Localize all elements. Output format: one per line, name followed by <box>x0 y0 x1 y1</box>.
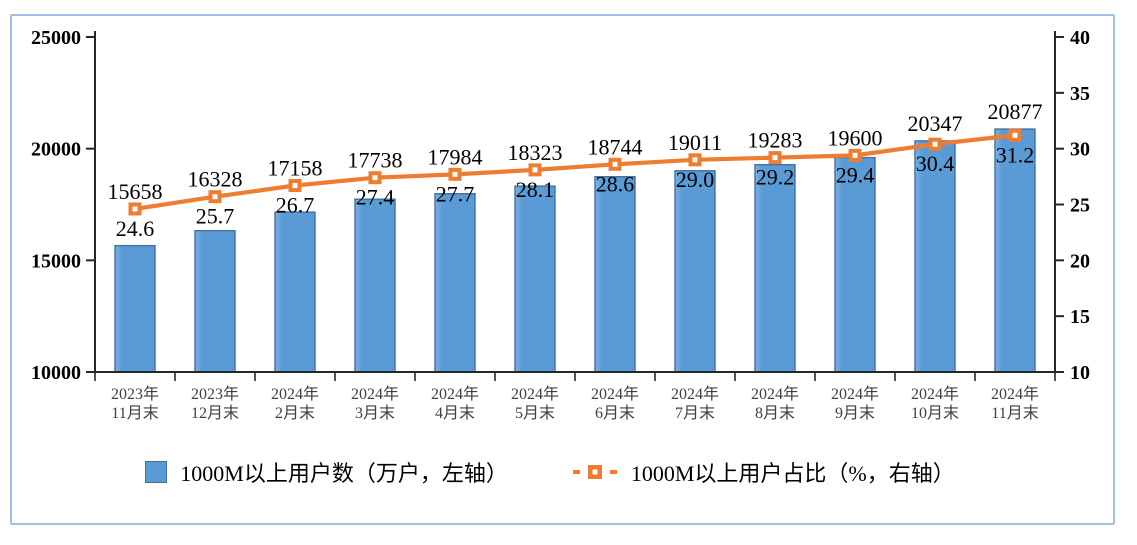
left-axis-tick-label: 10000 <box>31 362 81 384</box>
line-marker-center <box>372 175 378 181</box>
right-axis-tick-label: 15 <box>1070 306 1090 328</box>
bar <box>274 211 316 373</box>
right-axis-tick-label: 35 <box>1070 83 1090 105</box>
bar-value-label: 17984 <box>428 144 483 169</box>
percent-value-label: 27.7 <box>436 181 475 206</box>
bar <box>914 140 956 373</box>
bar <box>114 244 156 373</box>
bar-value-label: 16328 <box>188 167 243 192</box>
category-label: 2024年 7月末 <box>671 385 719 422</box>
bar <box>434 192 476 373</box>
bar-value-label: 15658 <box>108 179 163 204</box>
category-label: 2024年 6月末 <box>591 385 639 422</box>
bar <box>194 229 236 373</box>
bar <box>354 198 396 373</box>
legend-item-bar-series: 1000M以上用户数（万户，左轴） <box>145 456 508 488</box>
line-series-marker-icon <box>572 465 617 479</box>
category-label: 2024年 9月末 <box>831 385 879 422</box>
category-label: 2024年 8月末 <box>751 385 799 422</box>
line-series-legend-label: 1000M以上用户占比（%，右轴） <box>630 461 955 486</box>
bar <box>754 163 796 373</box>
line-marker-center <box>772 155 778 161</box>
bar-series-legend-label: 1000M以上用户数（万户，左轴） <box>180 461 508 486</box>
percent-value-label: 24.6 <box>116 216 155 241</box>
bar-value-label: 17158 <box>268 156 323 181</box>
category-label: 2024年 2月末 <box>271 385 319 422</box>
line-marker-center <box>692 157 698 163</box>
bar <box>514 185 556 373</box>
bar <box>674 170 716 373</box>
category-label: 2024年 11月末 <box>991 385 1039 422</box>
bar-value-label: 18323 <box>508 140 563 165</box>
percent-value-label: 31.2 <box>996 142 1035 167</box>
line-marker-center <box>212 194 218 200</box>
right-axis-tick-label: 10 <box>1070 362 1090 384</box>
percent-value-label: 29.0 <box>676 167 715 192</box>
percent-value-label: 27.4 <box>356 185 395 210</box>
line-marker-center <box>132 206 138 212</box>
right-axis-tick-label: 40 <box>1070 27 1090 49</box>
right-axis-tick-label: 30 <box>1070 139 1090 161</box>
bar-value-label: 20347 <box>908 111 963 136</box>
bar-series-swatch-icon <box>145 461 168 483</box>
bar-value-label: 18744 <box>588 134 643 159</box>
percent-value-label: 30.4 <box>916 151 955 176</box>
right-axis-tick-label: 25 <box>1070 195 1090 217</box>
bar-value-label: 19011 <box>668 130 722 155</box>
percent-value-label: 29.2 <box>756 165 795 190</box>
category-label: 2024年 10月末 <box>911 385 959 422</box>
bar-value-label: 19600 <box>828 125 883 150</box>
legend-item-line-series: 1000M以上用户占比（%，右轴） <box>572 456 955 488</box>
line-marker-center <box>292 183 298 189</box>
percent-value-label: 28.1 <box>516 177 555 202</box>
line-marker-center <box>452 171 458 177</box>
line-marker-center <box>852 152 858 158</box>
left-axis-tick-label: 25000 <box>31 27 81 49</box>
line-marker-center <box>532 167 538 173</box>
line-marker-center <box>612 161 618 167</box>
category-label: 2024年 4月末 <box>431 385 479 422</box>
bar-value-label: 17738 <box>348 148 403 173</box>
bar <box>834 156 876 373</box>
left-axis-tick-label: 15000 <box>31 250 81 272</box>
bar-value-label: 19283 <box>748 128 803 153</box>
percent-value-label: 28.6 <box>596 171 635 196</box>
line-marker-center <box>932 141 938 147</box>
category-label: 2023年 11月末 <box>111 385 159 422</box>
percent-value-label: 26.7 <box>276 193 315 218</box>
line-marker-center <box>1012 132 1018 138</box>
category-label: 2023年 12月末 <box>191 385 239 422</box>
bar <box>594 176 636 373</box>
left-axis-tick-label: 20000 <box>31 139 81 161</box>
percent-value-label: 29.4 <box>836 162 875 187</box>
right-axis-tick-label: 20 <box>1070 250 1090 272</box>
category-label: 2024年 5月末 <box>511 385 559 422</box>
percent-value-label: 25.7 <box>196 204 235 229</box>
bar-value-label: 20877 <box>988 99 1043 124</box>
percentage-line <box>134 133 1016 212</box>
chart-legend: 1000M以上用户数（万户，左轴） 1000M以上用户占比（%，右轴） <box>0 456 1100 488</box>
category-label: 2024年 3月末 <box>351 385 399 422</box>
